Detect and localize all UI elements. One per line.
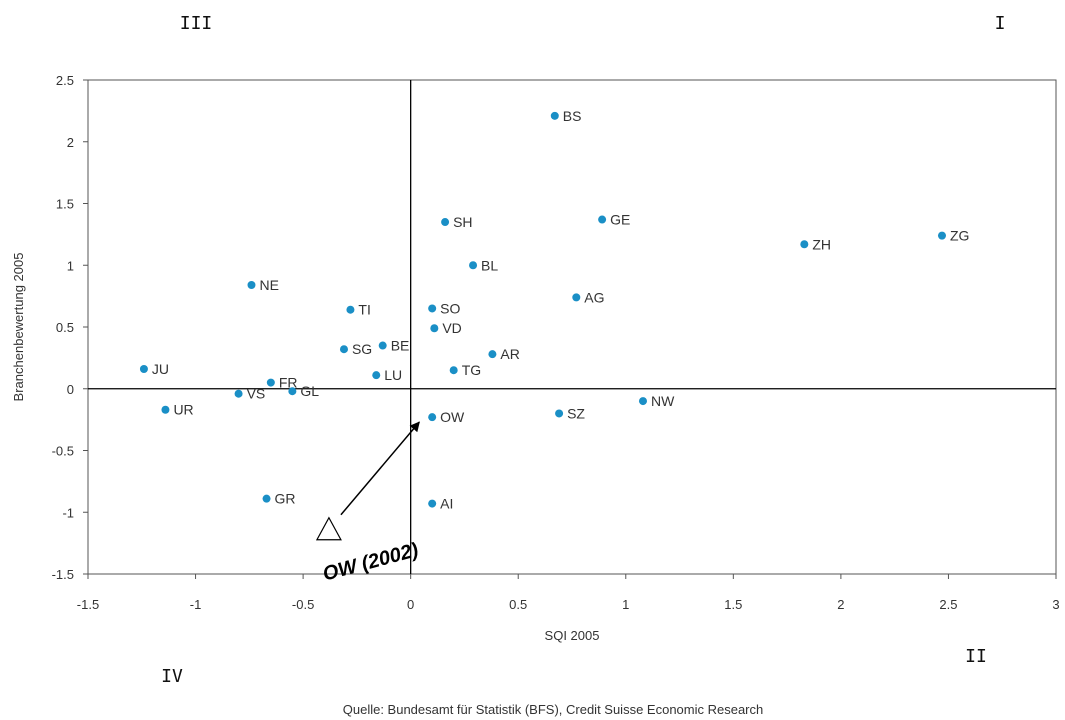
point-fr bbox=[266, 378, 275, 387]
x-tick-label: 0.5 bbox=[509, 597, 527, 612]
y-tick-label: 0.5 bbox=[56, 320, 74, 335]
quadrant-label-ii: II bbox=[965, 646, 987, 667]
x-tick-label: -1.5 bbox=[77, 597, 99, 612]
y-axis-label: Branchenbewertung 2005 bbox=[11, 253, 26, 402]
point-vs bbox=[234, 389, 243, 398]
point-label-sg: SG bbox=[352, 341, 372, 357]
point-bl bbox=[469, 261, 478, 270]
point-label-ne: NE bbox=[259, 277, 278, 293]
point-bs bbox=[550, 111, 559, 120]
axes-layer bbox=[88, 80, 1056, 574]
point-ju bbox=[139, 364, 148, 373]
point-label-gl: GL bbox=[300, 383, 319, 399]
plot-frame bbox=[87, 79, 1057, 575]
triangle-icon bbox=[315, 516, 342, 541]
point-be bbox=[378, 341, 387, 350]
point-ow bbox=[428, 413, 437, 422]
point-ar bbox=[488, 350, 497, 359]
point-ag bbox=[572, 293, 581, 302]
point-label-sz: SZ bbox=[567, 405, 585, 421]
x-tick-label: 2.5 bbox=[939, 597, 957, 612]
y-tick-label: 2 bbox=[67, 135, 74, 150]
point-label-zg: ZG bbox=[950, 228, 969, 244]
point-label-ag: AG bbox=[584, 289, 604, 305]
point-vd bbox=[430, 324, 439, 333]
x-tick-label: 1 bbox=[622, 597, 629, 612]
point-ge bbox=[598, 215, 607, 224]
point-label-ge: GE bbox=[610, 212, 630, 228]
point-ti bbox=[346, 305, 355, 314]
point-label-bs: BS bbox=[563, 108, 582, 124]
point-label-vd: VD bbox=[442, 320, 461, 336]
x-tick-label: 0 bbox=[407, 597, 414, 612]
y-tick-label: -0.5 bbox=[52, 444, 74, 459]
point-label-ow: OW bbox=[440, 409, 465, 425]
point-sh bbox=[441, 218, 450, 227]
point-label-vs: VS bbox=[247, 386, 266, 402]
x-tick-label: -1 bbox=[190, 597, 202, 612]
point-ai bbox=[428, 499, 437, 508]
source-note: Quelle: Bundesamt für Statistik (BFS), C… bbox=[343, 702, 764, 717]
quadrant-label-iii: III bbox=[180, 13, 213, 34]
point-label-tg: TG bbox=[462, 362, 481, 378]
x-axis-label: SQI 2005 bbox=[545, 628, 600, 643]
point-label-be: BE bbox=[391, 338, 410, 354]
point-ne bbox=[247, 281, 256, 290]
point-gr bbox=[262, 494, 271, 503]
point-zg bbox=[937, 231, 946, 240]
x-tick-label: 2 bbox=[837, 597, 844, 612]
point-label-ai: AI bbox=[440, 496, 453, 512]
point-so bbox=[428, 304, 437, 313]
y-tick-label: 1.5 bbox=[56, 197, 74, 212]
point-sz bbox=[555, 409, 564, 418]
annotation-arrow bbox=[340, 421, 420, 516]
point-ur bbox=[161, 405, 170, 414]
point-label-lu: LU bbox=[384, 367, 402, 383]
y-tick-label: -1.5 bbox=[52, 567, 74, 582]
point-label-fr: FR bbox=[279, 375, 298, 391]
y-tick-label: 2.5 bbox=[56, 73, 74, 88]
quadrant-label-iv: IV bbox=[161, 666, 183, 687]
point-label-ti: TI bbox=[358, 302, 370, 318]
point-label-ar: AR bbox=[500, 346, 519, 362]
point-label-ju: JU bbox=[152, 361, 169, 377]
y-tick-label: -1 bbox=[62, 505, 74, 520]
annotation-layer: OW (2002) bbox=[315, 421, 421, 586]
x-tick-label: -0.5 bbox=[292, 597, 314, 612]
point-lu bbox=[372, 371, 381, 380]
point-sg bbox=[339, 345, 348, 354]
point-label-so: SO bbox=[440, 300, 460, 316]
annotation-label: OW (2002) bbox=[321, 539, 421, 586]
point-zh bbox=[800, 240, 809, 249]
point-label-nw: NW bbox=[651, 393, 675, 409]
quadrant-label-i: I bbox=[995, 13, 1006, 34]
ticks-layer: -1.5 -1 -0.5 0 0.5 1 1.5 2 2.5 3 2.5 2 1.5 1 0.5 0 -0.5 -… bbox=[52, 73, 1060, 612]
point-label-ur: UR bbox=[173, 402, 193, 418]
point-label-bl: BL bbox=[481, 257, 498, 273]
point-label-gr: GR bbox=[275, 491, 296, 507]
point-gl bbox=[288, 387, 297, 396]
y-tick-label: 0 bbox=[67, 382, 74, 397]
point-label-zh: ZH bbox=[812, 236, 831, 252]
x-tick-label: 3 bbox=[1052, 597, 1059, 612]
point-label-sh: SH bbox=[453, 214, 472, 230]
y-tick-label: 1 bbox=[67, 258, 74, 273]
point-tg bbox=[449, 366, 458, 375]
x-tick-label: 1.5 bbox=[724, 597, 742, 612]
point-nw bbox=[638, 397, 647, 406]
